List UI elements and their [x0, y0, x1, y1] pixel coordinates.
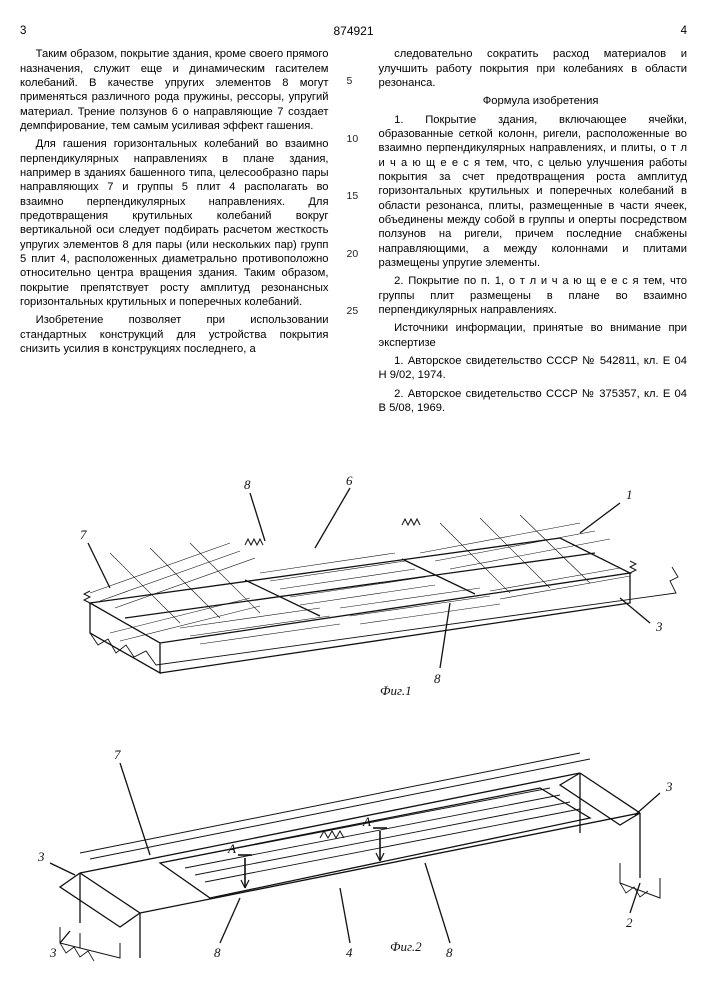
fig2-label-7: 7 — [114, 747, 121, 762]
text-columns: Таким образом, покрытие здания, кроме св… — [20, 47, 687, 419]
fig2-label-3b: 3 — [665, 779, 673, 794]
left-col-p3: Изобретение позволяет при использовании … — [20, 313, 329, 356]
line-numbers: 5 10 15 20 25 — [347, 47, 361, 419]
fig1-label-8: 8 — [244, 477, 251, 492]
fig1-label-1: 1 — [626, 487, 633, 502]
document-number: 874921 — [60, 24, 647, 39]
fig1-label-8b: 8 — [434, 671, 441, 686]
lineno: 25 — [347, 305, 361, 318]
fig1-label-3: 3 — [655, 619, 663, 634]
fig2-caption: Фиг.2 — [390, 939, 422, 954]
source-1: 1. Авторское свидетельство СССР № 542811… — [379, 354, 688, 383]
right-col-p2: 1. Покрытие здания, включающее ячейки, о… — [379, 113, 688, 271]
lineno: 10 — [347, 133, 361, 146]
right-column: следовательно сократить расход материало… — [379, 47, 688, 419]
fig2-label-8a: 8 — [214, 945, 221, 960]
fig2-label-Aa: A — [227, 841, 236, 856]
page-number-left: 3 — [20, 24, 60, 39]
fig1-label-6: 6 — [346, 473, 353, 488]
source-2: 2. Авторское свидетельство СССР № 375357… — [379, 387, 688, 416]
right-col-p3: 2. Покрытие по п. 1, о т л и ч а ю щ е е… — [379, 274, 688, 317]
left-col-p2: Для гашения горизонтальных колебаний во … — [20, 137, 329, 309]
lineno: 5 — [347, 75, 361, 88]
figure-1: 7 8 6 1 3 8 Фиг.1 — [20, 433, 680, 703]
page-header: 3 874921 4 — [20, 24, 687, 39]
left-col-p1: Таким образом, покрытие здания, кроме св… — [20, 47, 329, 133]
fig2-label-3c: 3 — [49, 945, 57, 960]
right-col-p1: следовательно сократить расход материало… — [379, 47, 688, 90]
fig2-label-3a: 3 — [37, 849, 45, 864]
sources-heading: Источники информации, принятые во вниман… — [379, 321, 688, 350]
fig2-label-4: 4 — [346, 945, 353, 960]
lineno: 15 — [347, 190, 361, 203]
lineno: 20 — [347, 248, 361, 261]
figures-area: 7 8 6 1 3 8 Фиг.1 — [20, 433, 687, 963]
fig2-label-Ab: A — [362, 814, 371, 829]
fig1-label-7: 7 — [80, 527, 87, 542]
figure-2: 7 A A 3 3 8 4 8 2 3 Фиг.2 — [20, 703, 680, 963]
left-column: Таким образом, покрытие здания, кроме св… — [20, 47, 329, 419]
fig1-caption: Фиг.1 — [380, 683, 412, 698]
page-number-right: 4 — [647, 24, 687, 39]
fig2-label-2: 2 — [626, 915, 633, 930]
formula-heading: Формула изобретения — [379, 94, 688, 108]
fig2-label-8b: 8 — [446, 945, 453, 960]
